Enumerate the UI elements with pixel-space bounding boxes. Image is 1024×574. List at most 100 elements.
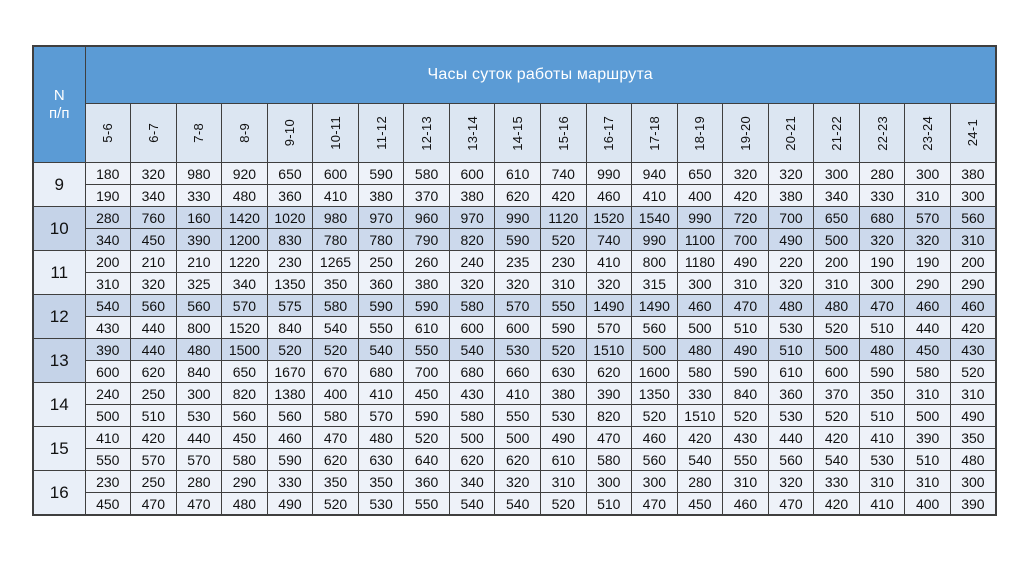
data-cell: 510 (858, 404, 906, 427)
data-cell: 560 (175, 294, 223, 317)
data-cell: 290 (949, 272, 997, 295)
data-cell: 320 (904, 228, 951, 251)
data-cell: 1670 (266, 360, 314, 383)
data-cell: 680 (448, 360, 496, 383)
schedule-table-container: N п/п Часы суток работы маршрута 5-6 6-7 7… (32, 45, 997, 516)
data-cell: 610 (767, 360, 815, 383)
data-cell: 480 (221, 184, 268, 207)
data-cell: 420 (676, 426, 724, 449)
data-cell: 470 (130, 492, 177, 516)
hour-header-label: 15-16 (555, 115, 571, 151)
data-cell: 320 (130, 272, 177, 295)
data-cell: 990 (494, 206, 541, 229)
data-cell: 620 (494, 184, 541, 207)
hour-header-label: 14-15 (510, 115, 526, 151)
data-cell: 450 (904, 338, 951, 361)
data-cell: 460 (722, 492, 769, 516)
data-cell: 430 (722, 426, 769, 449)
hour-header-cell: 10-11 (312, 103, 359, 163)
data-cell: 580 (904, 360, 951, 383)
data-cell: 650 (813, 206, 860, 229)
table-header: N п/п Часы суток работы маршрута 5-6 6-7 7… (32, 45, 997, 163)
data-cell: 460 (949, 294, 997, 317)
data-cell: 380 (357, 184, 405, 207)
data-cell: 990 (631, 228, 678, 251)
data-cell: 330 (858, 184, 906, 207)
data-cell: 970 (448, 206, 496, 229)
data-cell: 500 (448, 426, 496, 449)
row-number-cell: 15 (32, 426, 86, 471)
data-cell: 980 (312, 206, 359, 229)
data-cell: 320 (767, 470, 815, 493)
data-cell: 620 (312, 448, 359, 471)
data-cell: 315 (631, 272, 678, 295)
data-cell: 520 (403, 426, 450, 449)
table-row: 14 240 250 300 820 1380 400 410 450 430 410 380 390 1… (32, 382, 997, 427)
data-cell: 470 (631, 492, 678, 516)
data-cell: 520 (949, 360, 997, 383)
data-cell: 1020 (266, 206, 314, 229)
data-cell: 250 (130, 470, 177, 493)
row-number-cell: 11 (32, 250, 86, 295)
data-cell: 550 (539, 294, 587, 317)
data-cell: 1420 (221, 206, 268, 229)
data-cell: 1540 (631, 206, 678, 229)
data-cell: 200 (84, 250, 132, 273)
data-cell: 600 (84, 360, 132, 383)
header-rownum-corner: N п/п (32, 45, 86, 163)
table-row: 430 440 800 1520 840 540 550 610 600 600 590 570 560… (33, 316, 997, 339)
data-cell: 610 (494, 162, 541, 185)
data-cell: 580 (448, 404, 496, 427)
data-cell: 330 (266, 470, 314, 493)
hour-header-label: 23-24 (920, 115, 936, 151)
data-cell: 470 (175, 492, 223, 516)
data-cell: 520 (813, 316, 860, 339)
data-cell: 450 (676, 492, 724, 516)
data-cell: 190 (858, 250, 906, 273)
data-cell: 480 (221, 492, 268, 516)
data-cell: 540 (813, 448, 860, 471)
data-cell: 660 (494, 360, 541, 383)
data-cell: 550 (357, 316, 405, 339)
data-cell: 470 (585, 426, 633, 449)
data-cell: 490 (722, 338, 769, 361)
data-cell: 310 (722, 470, 769, 493)
data-cell: 610 (539, 448, 587, 471)
data-cell: 310 (722, 272, 769, 295)
hour-header-cell: 12-13 (403, 103, 450, 163)
data-cell: 350 (949, 426, 997, 449)
data-cell: 1600 (631, 360, 678, 383)
data-cell: 230 (539, 250, 587, 273)
data-cell: 500 (813, 228, 860, 251)
data-cell: 490 (539, 426, 587, 449)
row-number-cell: 9 (32, 162, 86, 207)
data-cell: 300 (676, 272, 724, 295)
data-cell: 360 (357, 272, 405, 295)
hour-header-label: 18-19 (692, 115, 708, 151)
data-cell: 460 (631, 426, 678, 449)
row-number-cell: 13 (32, 338, 86, 383)
data-cell: 340 (84, 228, 132, 251)
hour-header-cell: 16-17 (585, 103, 633, 163)
data-cell: 460 (585, 184, 633, 207)
data-cell: 240 (448, 250, 496, 273)
data-cell: 590 (858, 360, 906, 383)
data-cell: 940 (631, 162, 678, 185)
data-cell: 290 (904, 272, 951, 295)
data-cell: 840 (722, 382, 769, 405)
data-cell: 410 (858, 492, 906, 516)
table-row: 550 570 570 580 590 620 630 640 620 620 610 580 560 5… (33, 448, 997, 471)
data-cell: 740 (585, 228, 633, 251)
data-cell: 480 (949, 448, 997, 471)
data-cell: 310 (84, 272, 132, 295)
data-cell: 160 (175, 206, 223, 229)
data-cell: 480 (357, 426, 405, 449)
table-row: 450 470 470 480 490 520 530 550 540 540 520 510 470 4… (33, 492, 997, 516)
data-cell: 460 (904, 294, 951, 317)
data-cell: 720 (722, 206, 769, 229)
data-cell: 520 (722, 404, 769, 427)
data-cell: 590 (539, 316, 587, 339)
data-cell: 210 (130, 250, 177, 273)
row-number-cell: 14 (32, 382, 86, 427)
data-cell: 800 (631, 250, 678, 273)
